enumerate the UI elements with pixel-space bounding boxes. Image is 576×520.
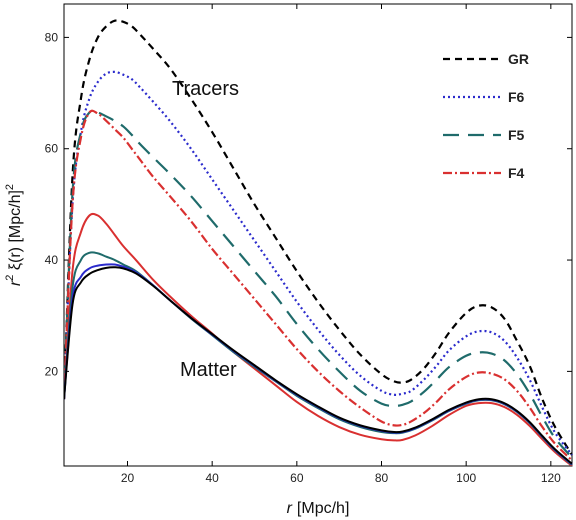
x-tick-label-120: 120 bbox=[541, 471, 561, 485]
x-axis-variable: r bbox=[287, 500, 293, 517]
legend-label-f4: F4 bbox=[508, 165, 525, 181]
series-line-tracers-f6 bbox=[64, 70, 573, 456]
legend-label-f6: F6 bbox=[508, 89, 525, 105]
annotation-matter: Matter bbox=[180, 359, 237, 381]
y-axis-variable: r bbox=[7, 280, 24, 286]
series-line-matter-f5 bbox=[64, 251, 573, 466]
y-tick-label-40: 40 bbox=[45, 253, 59, 267]
y-axis-label: r2 ξ(r) [Mpc/h]2 bbox=[4, 184, 24, 286]
y-axis-exponent: 2 bbox=[4, 275, 16, 281]
x-tick-label-60: 60 bbox=[290, 471, 304, 485]
x-axis-unit: [Mpc/h] bbox=[297, 500, 349, 517]
legend-label-gr: GR bbox=[508, 51, 529, 67]
x-axis-label: r [Mpc/h] bbox=[287, 500, 350, 517]
x-tick-label-20: 20 bbox=[121, 471, 135, 485]
axis-ticks: 20 40 60 80 100 120 20 40 60 80 bbox=[45, 4, 572, 485]
y-axis-rest: ξ(r) [Mpc/h] bbox=[7, 190, 24, 275]
plot-area-border bbox=[63, 3, 573, 467]
series-line-tracers-f4 bbox=[64, 109, 573, 462]
y-tick-label-80: 80 bbox=[45, 30, 59, 44]
series-line-tracers-gr bbox=[64, 19, 573, 456]
y-tick-label-20: 20 bbox=[45, 364, 59, 378]
legend-label-f5: F5 bbox=[508, 127, 525, 143]
series-line-tracers-f5 bbox=[64, 109, 573, 459]
series-layer bbox=[64, 19, 573, 466]
series-line-matter-gr bbox=[64, 266, 573, 465]
x-tick-label-80: 80 bbox=[375, 471, 389, 485]
x-tick-label-40: 40 bbox=[205, 471, 219, 485]
annotation-tracers: Tracers bbox=[172, 78, 239, 100]
series-line-matter-f4 bbox=[64, 212, 573, 466]
x-tick-label-100: 100 bbox=[456, 471, 476, 485]
legend: GR F6 F5 F4 bbox=[443, 51, 529, 181]
series-line-matter-f6 bbox=[64, 263, 573, 466]
plot-frame bbox=[63, 3, 573, 467]
y-axis-unit-exponent: 2 bbox=[4, 184, 16, 190]
y-tick-label-60: 60 bbox=[45, 142, 59, 156]
